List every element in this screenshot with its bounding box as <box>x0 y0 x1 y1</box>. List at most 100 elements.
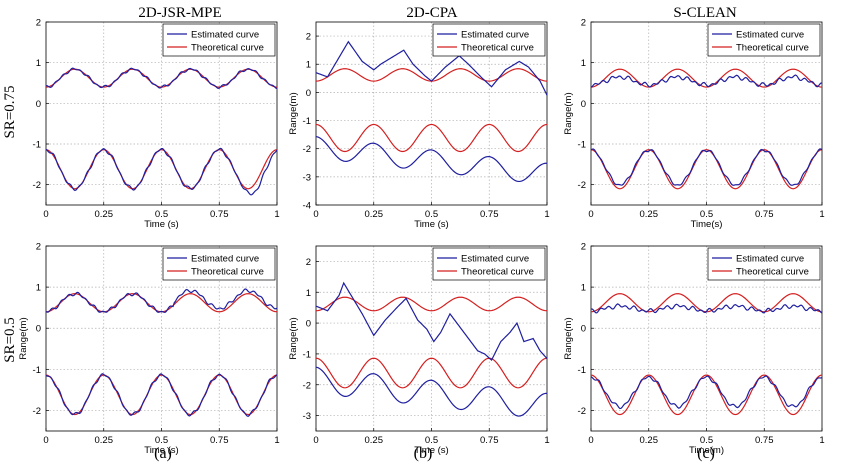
y-tick-label-0: 2 <box>581 18 586 29</box>
y-tick-label-0: 2 <box>36 242 41 253</box>
y-tick-label-3: -1 <box>303 349 311 360</box>
x-tick-label-1: 0.25 <box>640 209 659 220</box>
x-axis-label: Time(m) <box>689 445 724 456</box>
theoretical-curve-lower <box>590 374 823 416</box>
y-tick-label-4: -2 <box>578 180 586 191</box>
chart-panel-3: 0 0.25 0.5 0.75 1 2 1 0 -1 -2 Time (s) Range(m) Esti… <box>18 242 280 457</box>
y-tick-label-3: -1 <box>578 140 586 151</box>
x-tick-label-0: 0 <box>43 209 48 220</box>
x-axis-label: Time(s) <box>691 219 723 230</box>
estimated-curve-upper <box>315 40 548 96</box>
estimated-curve-lower <box>45 147 278 196</box>
theoretical-curve-upper <box>590 68 823 88</box>
legend: Estimated curve Theoretical curve <box>162 247 276 281</box>
legend-label-1: Theoretical curve <box>191 43 264 54</box>
x-tick-label-0: 0 <box>588 209 593 220</box>
chart-panel-5: 0 0.25 0.5 0.75 1 2 1 0 -1 -2 Time(m) Range(m) Estim… <box>563 242 825 457</box>
chart-panel-2: 0 0.25 0.5 0.75 1 2 1 0 -1 -2 Time(s) Range(m) Estim… <box>563 18 825 231</box>
y-tick-label-0: 2 <box>36 18 41 29</box>
x-tick-label-1: 0.25 <box>365 209 384 220</box>
y-tick-label-3: -1 <box>578 365 586 376</box>
column-title-0: 2D-JSR-MPE <box>138 5 221 21</box>
y-axis-label: Range(m) <box>563 92 574 134</box>
legend: Estimated curve Theoretical curve <box>707 23 821 57</box>
x-tick-label-1: 0.25 <box>640 435 659 446</box>
y-axis-label: Range(m) <box>18 317 29 359</box>
legend-label-0: Estimated curve <box>461 254 529 265</box>
y-tick-label-6: -4 <box>303 201 311 212</box>
legend-label-1: Theoretical curve <box>461 267 534 278</box>
y-tick-label-4: -2 <box>303 144 311 155</box>
x-axis-label: Time (s) <box>144 445 178 456</box>
y-tick-label-1: 1 <box>581 58 586 69</box>
x-tick-label-2: 0.5 <box>155 435 168 446</box>
x-tick-label-3: 0.75 <box>210 435 229 446</box>
legend-box <box>707 23 821 57</box>
column-title-1: 2D-CPA <box>406 5 457 21</box>
y-tick-label-3: -1 <box>303 116 311 127</box>
estimated-curve-lower <box>315 135 548 183</box>
estimated-curve-upper <box>590 303 823 314</box>
panel-label-a: (a) <box>154 445 172 462</box>
y-tick-label-2: 0 <box>36 324 41 335</box>
estimated-curve-lower <box>315 366 548 417</box>
y-tick-label-1: 1 <box>306 60 311 71</box>
theoretical-curve-lower <box>315 123 548 153</box>
y-tick-label-2: 0 <box>581 324 586 335</box>
legend-box <box>162 247 276 281</box>
x-axis-label: Time (s) <box>414 445 448 456</box>
legend-box <box>432 247 546 281</box>
x-tick-label-3: 0.75 <box>210 209 229 220</box>
x-axis-label: Time (s) <box>414 219 448 230</box>
theoretical-curve-lower <box>315 357 548 389</box>
y-axis-label: Range(m) <box>288 92 299 134</box>
y-tick-label-1: 1 <box>36 58 41 69</box>
column-title-2: S-CLEAN <box>673 5 737 21</box>
y-tick-label-0: 2 <box>306 257 311 268</box>
x-tick-label-3: 0.75 <box>755 209 774 220</box>
x-tick-label-3: 0.75 <box>480 209 499 220</box>
y-tick-label-4: -2 <box>303 380 311 391</box>
chart-panel-4: 0 0.25 0.5 0.75 1 2 1 0 -1 -2 -3 Time (s) Range(m) Es… <box>288 245 550 456</box>
x-tick-label-1: 0.25 <box>95 209 114 220</box>
x-tick-label-1: 0.25 <box>95 435 114 446</box>
y-tick-label-1: 1 <box>306 288 311 299</box>
y-tick-label-2: 0 <box>306 88 311 99</box>
y-tick-label-2: 0 <box>581 99 586 110</box>
x-tick-label-2: 0.5 <box>155 209 168 220</box>
estimated-curve-upper <box>590 74 823 88</box>
legend-box <box>432 23 546 57</box>
x-tick-label-4: 1 <box>544 209 549 220</box>
theoretical-curve-lower <box>590 149 823 190</box>
x-tick-label-2: 0.5 <box>425 435 438 446</box>
legend-label-0: Estimated curve <box>461 30 529 41</box>
estimated-curve-upper <box>45 67 278 90</box>
y-tick-label-1: 1 <box>36 283 41 294</box>
chart-panel-0: 0 0.25 0.5 0.75 1 2 1 0 -1 -2 Time (s) Estimated cu… <box>33 18 280 231</box>
x-tick-label-3: 0.75 <box>480 435 499 446</box>
y-tick-label-2: 0 <box>36 99 41 110</box>
legend: Estimated curve Theoretical curve <box>432 23 546 57</box>
legend-label-0: Estimated curve <box>191 254 259 265</box>
x-tick-label-2: 0.5 <box>700 435 713 446</box>
legend: Estimated curve Theoretical curve <box>432 247 546 281</box>
theoretical-curve-lower <box>45 374 278 416</box>
legend-label-1: Theoretical curve <box>191 267 264 278</box>
legend-label-0: Estimated curve <box>736 30 804 41</box>
legend-label-1: Theoretical curve <box>736 43 809 54</box>
y-tick-label-0: 2 <box>581 242 586 253</box>
y-tick-label-5: -3 <box>303 411 311 422</box>
y-axis-label: Range(m) <box>288 317 299 359</box>
y-axis-label: Range(m) <box>563 317 574 359</box>
panels-group: 0 0.25 0.5 0.75 1 2 1 0 -1 -2 Time (s) Estimated cu… <box>18 18 825 457</box>
row-label-0: SR=0.75 <box>2 85 18 138</box>
legend-label-1: Theoretical curve <box>736 267 809 278</box>
x-tick-label-3: 0.75 <box>755 435 774 446</box>
legend: Estimated curve Theoretical curve <box>162 23 276 57</box>
y-tick-label-4: -2 <box>33 406 41 417</box>
panel-label-b: (b) <box>414 445 433 462</box>
x-tick-label-0: 0 <box>313 435 318 446</box>
estimated-curve-upper <box>45 288 278 313</box>
x-tick-label-2: 0.5 <box>700 209 713 220</box>
